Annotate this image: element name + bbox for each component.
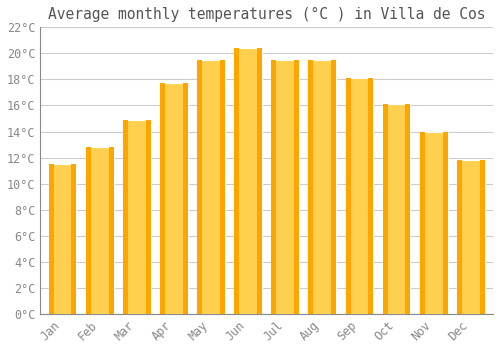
Bar — [183, 83, 188, 314]
Bar — [480, 160, 484, 314]
Bar — [234, 48, 239, 314]
Bar — [457, 160, 462, 314]
Bar — [197, 60, 225, 314]
Bar — [86, 147, 114, 314]
Bar — [308, 60, 314, 314]
Bar — [382, 104, 388, 314]
Bar — [346, 78, 350, 314]
Bar — [294, 60, 299, 314]
Bar — [368, 78, 374, 314]
Bar — [442, 132, 448, 314]
Title: Average monthly temperatures (°C ) in Villa de Cos: Average monthly temperatures (°C ) in Vi… — [48, 7, 486, 22]
Bar — [86, 147, 91, 314]
Bar — [160, 83, 165, 314]
Bar — [48, 164, 54, 314]
Bar — [382, 104, 410, 314]
Bar — [406, 104, 410, 314]
Bar — [234, 48, 262, 314]
Bar — [160, 83, 188, 314]
Bar — [457, 160, 484, 314]
Bar — [272, 60, 299, 314]
Bar — [420, 132, 448, 314]
Bar — [272, 60, 276, 314]
Bar — [123, 120, 128, 314]
Bar — [146, 120, 150, 314]
Bar — [220, 60, 225, 314]
Bar — [197, 60, 202, 314]
Bar — [332, 60, 336, 314]
Bar — [308, 60, 336, 314]
Bar — [346, 78, 374, 314]
Bar — [420, 132, 425, 314]
Bar — [257, 48, 262, 314]
Bar — [48, 164, 76, 314]
Bar — [123, 120, 150, 314]
Bar — [108, 147, 114, 314]
Bar — [72, 164, 76, 314]
